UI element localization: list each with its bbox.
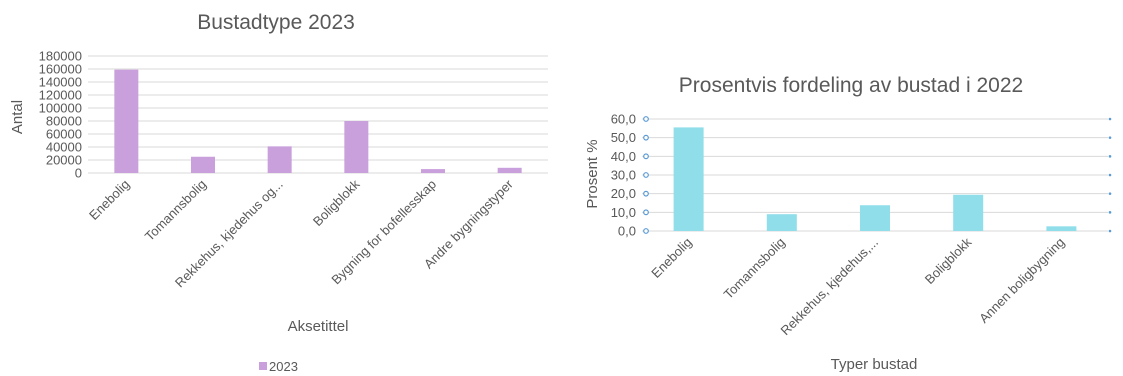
chart2-grid-handle [643,116,649,122]
chart2-grid-handle [1108,173,1112,177]
chart1-bar [191,156,215,173]
chart1-x-tick-label: Enebolig [86,177,132,223]
chart2-grid-handle [1108,211,1112,214]
chart1-bar [497,167,522,173]
chart1-x-axis-title: Aksetittel [288,318,349,335]
chart2-y-tick-label: 50,0 [611,130,636,145]
chart1-bar [267,146,292,173]
chart1-legend-label: 2023 [269,359,298,374]
chart1-y-tick-label: 40000 [46,140,82,155]
chart1-y-axis-title: Antal [9,100,26,134]
chart2-grid-handle [643,153,649,160]
chart1-y-tick-label: 0 [75,166,82,181]
chart1-legend: 2023 [259,359,298,374]
chart1-legend-swatch [259,362,267,370]
chart2-y-tick-label: 20,0 [611,186,636,201]
chart1-bar [114,69,139,173]
chart1-y-tick-label: 100000 [39,101,82,116]
chart1-title: Bustadtype 2023 [197,11,355,34]
chart1-y-tick-label: 80000 [46,114,82,129]
chart2-grid-handle [1108,192,1112,195]
chart2-grid-handle [643,134,649,141]
chart2-x-tick-label: Boligblokk [922,234,975,287]
chart2-y-tick-label: 10,0 [611,205,636,220]
chart2-y-tick-label: 40,0 [611,149,636,164]
chart2-grid-handle [1108,117,1112,121]
chart2-grid-handle [1108,229,1112,233]
chart2-y-axis-title: Prosent % [584,139,601,208]
chart2-x-axis-title: Typer bustad [831,356,918,373]
chart1-bar [421,169,445,173]
chart2-grid-handle [643,228,649,234]
chart1-x-tick-label: Tomannsbolig [142,177,209,244]
chart1-y-tick-label: 120000 [39,88,82,103]
chart1-y-tick-label: 160000 [39,62,82,77]
chart2-grid-handle [1108,155,1112,158]
chart2-bar [953,194,984,231]
chart2-y-tick-label: 0,0 [618,224,636,239]
chart1-x-tick-label: Boligblokk [310,176,363,229]
chart1-y-tick-label: 20000 [46,153,82,168]
chart2-x-tick-label: Rekkehus, kjedehus,... [778,235,882,339]
chart2-y-tick-label: 30,0 [611,168,636,183]
chart-prosentvis-fordeling: Prosentvis fordeling av bustad i 2022 0,… [584,74,1112,373]
chart1-y-tick-label: 180000 [39,49,82,64]
chart2-x-tick-label: Annen boligbygning [976,235,1067,326]
chart1-y-tick-label: 140000 [39,75,82,90]
chart2-grid-handle [643,209,649,216]
chart2-y-tick-label: 60,0 [611,112,636,127]
chart2-grid-handle [643,190,649,197]
chart1-bar [344,121,369,173]
chart2-grid-handle [643,172,649,178]
chart2-title: Prosentvis fordeling av bustad i 2022 [679,74,1023,97]
chart2-grid-handle [1108,136,1112,139]
chart1-y-tick-label: 60000 [46,127,82,142]
chart2-bar [766,214,797,231]
chart2-bar [673,127,704,231]
chart2-x-tick-label: Tomannsbolig [721,235,788,302]
chart2-x-tick-label: Enebolig [648,235,694,281]
chart2-bar [860,205,890,231]
chart2-bar [1046,226,1077,231]
chart-bustadtype-2023: Bustadtype 2023 020000400006000080000100… [9,11,548,374]
